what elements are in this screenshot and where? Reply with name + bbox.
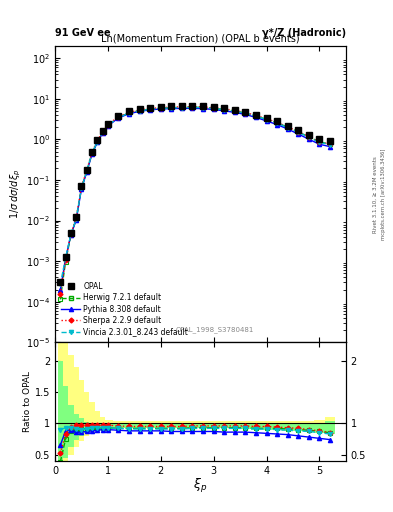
Text: γ*/Z (Hadronic): γ*/Z (Hadronic) <box>262 28 346 38</box>
Legend: OPAL, Herwig 7.2.1 default, Pythia 8.308 default, Sherpa 2.2.9 default, Vincia 2: OPAL, Herwig 7.2.1 default, Pythia 8.308… <box>59 280 191 338</box>
Title: Ln(Momentum Fraction) (OPAL b events): Ln(Momentum Fraction) (OPAL b events) <box>101 34 300 44</box>
Text: OPAL_1998_S3780481: OPAL_1998_S3780481 <box>176 327 254 333</box>
Y-axis label: $1/\sigma\,d\sigma/d\xi_p$: $1/\sigma\,d\sigma/d\xi_p$ <box>9 169 23 220</box>
Text: mcplots.cern.ch [arXiv:1306.3436]: mcplots.cern.ch [arXiv:1306.3436] <box>381 149 386 240</box>
Text: Rivet 3.1.10, ≥ 3.2M events: Rivet 3.1.10, ≥ 3.2M events <box>373 156 378 233</box>
X-axis label: $\xi_p$: $\xi_p$ <box>193 477 208 495</box>
Y-axis label: Ratio to OPAL: Ratio to OPAL <box>23 371 32 432</box>
Text: 91 GeV ee: 91 GeV ee <box>55 28 111 38</box>
